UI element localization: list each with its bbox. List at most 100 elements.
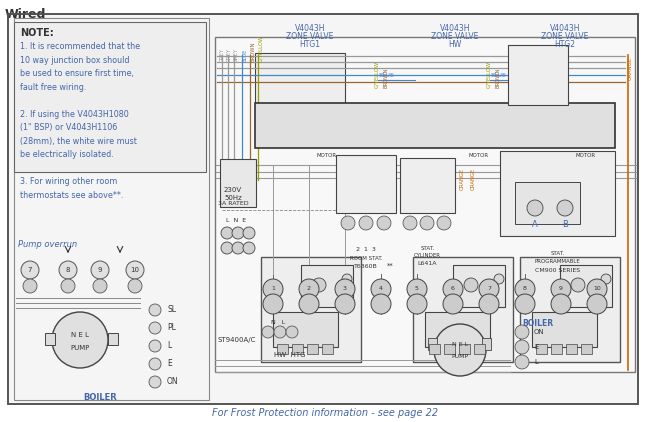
Circle shape <box>23 279 37 293</box>
Text: N E L: N E L <box>71 332 89 338</box>
Text: HW: HW <box>448 40 461 49</box>
Bar <box>444 344 455 354</box>
Text: V4043H: V4043H <box>295 24 325 33</box>
Text: G/YELLOW: G/YELLOW <box>259 35 263 62</box>
Bar <box>14 22 206 172</box>
Circle shape <box>515 294 535 314</box>
Text: 7: 7 <box>28 267 32 273</box>
Text: thermostats see above**.: thermostats see above**. <box>20 190 124 200</box>
Circle shape <box>286 326 298 338</box>
Text: Pump overrun: Pump overrun <box>18 240 77 249</box>
Text: 10: 10 <box>131 267 140 273</box>
Bar <box>532 312 597 347</box>
Text: 9: 9 <box>559 287 563 292</box>
Text: Wired: Wired <box>5 8 47 21</box>
Bar <box>108 333 118 345</box>
Circle shape <box>221 227 233 239</box>
Text: PROGRAMMABLE: PROGRAMMABLE <box>534 259 580 264</box>
Text: N E L: N E L <box>452 343 468 347</box>
Text: fault free wiring.: fault free wiring. <box>20 82 87 92</box>
Circle shape <box>91 261 109 279</box>
Circle shape <box>587 294 607 314</box>
Text: (1" BSP) or V4043H1106: (1" BSP) or V4043H1106 <box>20 123 117 132</box>
Text: G/YELLOW: G/YELLOW <box>375 61 380 88</box>
Circle shape <box>149 304 161 316</box>
Bar <box>500 151 615 236</box>
Bar <box>273 312 338 347</box>
Circle shape <box>479 279 499 299</box>
Bar <box>425 312 490 347</box>
Circle shape <box>464 278 478 292</box>
Circle shape <box>601 274 611 284</box>
Text: 10 way junction box should: 10 way junction box should <box>20 56 129 65</box>
Text: For Frost Protection information - see page 22: For Frost Protection information - see p… <box>212 408 438 418</box>
Circle shape <box>515 340 529 354</box>
Circle shape <box>232 227 244 239</box>
Circle shape <box>262 326 274 338</box>
Circle shape <box>515 355 529 369</box>
Bar <box>515 182 580 224</box>
Circle shape <box>335 279 355 299</box>
Circle shape <box>299 279 319 299</box>
Circle shape <box>299 294 319 314</box>
Text: 230V: 230V <box>224 187 242 193</box>
Circle shape <box>527 200 543 216</box>
Bar <box>301 265 353 307</box>
Text: BOILER: BOILER <box>83 393 117 402</box>
Text: ORANGE: ORANGE <box>470 168 476 190</box>
Text: GREY: GREY <box>226 48 232 62</box>
Circle shape <box>571 278 585 292</box>
Circle shape <box>359 216 373 230</box>
Text: L: L <box>534 359 538 365</box>
Bar <box>566 344 577 354</box>
Text: 2: 2 <box>307 287 311 292</box>
Text: STAT.: STAT. <box>421 246 435 251</box>
Text: V4043H: V4043H <box>550 24 580 33</box>
Bar <box>220 159 256 207</box>
Text: GREY: GREY <box>234 48 239 62</box>
Circle shape <box>434 324 486 376</box>
Circle shape <box>243 227 255 239</box>
Bar <box>453 265 505 307</box>
Circle shape <box>371 279 391 299</box>
Text: A: A <box>532 219 538 228</box>
Bar <box>14 18 209 400</box>
Text: ORANGE: ORANGE <box>459 168 465 190</box>
Circle shape <box>52 312 108 368</box>
Text: 8: 8 <box>523 287 527 292</box>
Circle shape <box>420 216 434 230</box>
Circle shape <box>377 216 391 230</box>
Circle shape <box>443 279 463 299</box>
Circle shape <box>515 325 529 339</box>
Text: HTG1: HTG1 <box>300 40 320 49</box>
Text: BLUE: BLUE <box>490 73 506 78</box>
Circle shape <box>407 279 427 299</box>
Circle shape <box>61 279 75 293</box>
Circle shape <box>126 261 144 279</box>
Text: BLUE: BLUE <box>378 73 394 78</box>
Text: CM900 SERIES: CM900 SERIES <box>535 268 580 273</box>
Bar <box>536 344 547 354</box>
Text: L641A: L641A <box>418 261 437 266</box>
Bar <box>482 338 491 350</box>
Text: BROWN: BROWN <box>384 68 388 88</box>
Circle shape <box>443 294 463 314</box>
Text: be used to ensure first time,: be used to ensure first time, <box>20 69 134 78</box>
Text: 6: 6 <box>451 287 455 292</box>
Text: T6360B: T6360B <box>354 264 378 269</box>
Bar <box>45 333 55 345</box>
Circle shape <box>403 216 417 230</box>
Bar <box>307 344 318 354</box>
Text: be electrically isolated.: be electrically isolated. <box>20 150 114 159</box>
Text: 8: 8 <box>66 267 71 273</box>
Text: ZONE VALVE: ZONE VALVE <box>432 32 479 41</box>
Circle shape <box>557 200 573 216</box>
Text: **: ** <box>388 263 394 269</box>
Text: 2  1  3: 2 1 3 <box>356 247 376 252</box>
Circle shape <box>407 294 427 314</box>
Bar <box>400 158 455 213</box>
Bar <box>336 155 396 213</box>
Text: 3: 3 <box>343 287 347 292</box>
Bar <box>560 265 612 307</box>
Bar <box>581 344 592 354</box>
